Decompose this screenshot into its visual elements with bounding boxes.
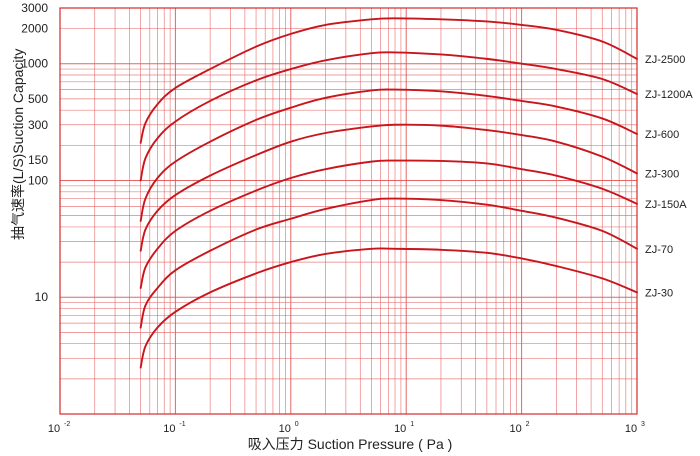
series-label: ZJ-600: [645, 129, 679, 141]
x-tick-label: 10: [394, 423, 406, 435]
x-tick-label: 10: [48, 423, 60, 435]
y-tick-label: 150: [28, 153, 48, 167]
y-tick-label: 10: [35, 290, 49, 304]
x-axis-label: 吸入压力 Suction Pressure ( Pa ): [247, 436, 453, 452]
series-label: ZJ-1200A: [645, 89, 693, 101]
series-curves: [139, 17, 638, 369]
series-label: ZJ-70: [645, 244, 673, 256]
x-tick-labels: 10 -2 10 -1 10 0 10 1 10 2 10 3: [48, 421, 645, 435]
series-label: ZJ-150A: [645, 199, 687, 211]
series-labels: ZJ-2500 ZJ-1200A ZJ-600 ZJ-300 ZJ-150A ZJ-70 Z…: [645, 54, 693, 300]
series-line: [139, 159, 638, 289]
plot-frame: [59, 7, 638, 415]
y-tick-label: 2000: [21, 22, 48, 36]
axes-frame: [59, 7, 638, 415]
y-tick-label: 300: [28, 118, 48, 132]
x-tick-label: 10: [163, 423, 175, 435]
x-tick-label: 10: [279, 423, 291, 435]
series-line: [139, 88, 638, 222]
series-label: ZJ-2500: [645, 54, 685, 66]
series-line: [139, 197, 638, 329]
x-tick-exponent: 2: [526, 421, 530, 428]
series-line: [139, 51, 638, 182]
x-tick-exponent: 3: [641, 421, 645, 428]
series-line: [139, 17, 638, 144]
y-tick-label: 500: [28, 92, 48, 106]
y-tick-label: 1000: [21, 57, 48, 71]
series-line: [139, 123, 638, 252]
x-tick-label: 10: [509, 423, 521, 435]
series-line: [139, 247, 638, 369]
x-tick-exponent: -1: [179, 421, 185, 428]
x-tick-label: 10: [625, 423, 637, 435]
y-axis-label: 抽气速率(L/S)Suction Capacity: [10, 48, 26, 240]
y-tick-label: 100: [28, 173, 48, 187]
series-label: ZJ-300: [645, 168, 679, 180]
y-tick-label: 3000: [21, 1, 48, 15]
x-tick-exponent: 1: [410, 421, 414, 428]
y-tick-labels: 3000 2000 1000 500 300 150 100 10: [21, 1, 48, 304]
series-label: ZJ-30: [645, 287, 673, 299]
x-tick-exponent: 0: [295, 421, 299, 428]
x-tick-exponent: -2: [64, 421, 70, 428]
